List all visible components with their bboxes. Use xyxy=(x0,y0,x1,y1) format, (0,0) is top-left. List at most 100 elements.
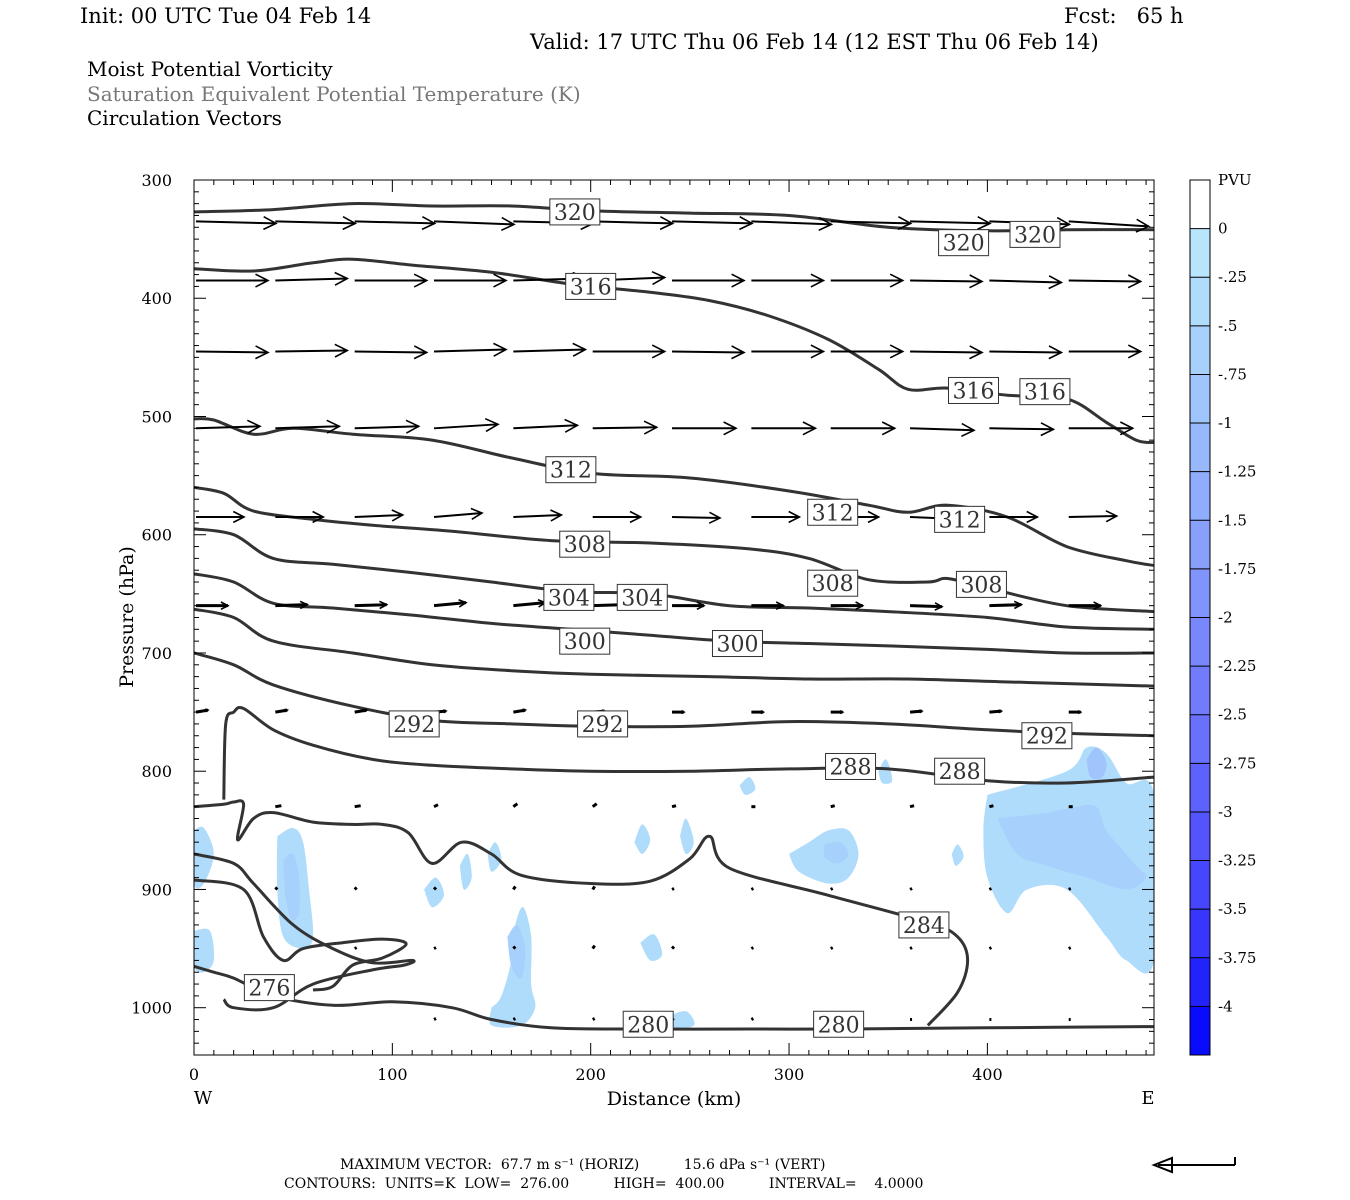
contour-label-text: 312 xyxy=(939,508,981,533)
y-tick-label: 600 xyxy=(141,526,172,545)
pv-area xyxy=(739,777,756,795)
circulation-vector xyxy=(910,345,984,360)
contour-label: 316 xyxy=(948,376,1000,404)
colorbar-label: -.25 xyxy=(1218,268,1247,286)
circulation-vector xyxy=(989,600,1024,610)
colorbar-swatch xyxy=(1190,423,1210,472)
contour-label-box xyxy=(938,229,990,257)
circulation-vector xyxy=(909,946,913,950)
colorbar-swatch xyxy=(1190,860,1210,910)
colorbar-label: -2.75 xyxy=(1218,754,1256,772)
colorbar-label: -1 xyxy=(1218,414,1233,432)
circulation-vector xyxy=(354,600,389,610)
field-title-vectors: Circulation Vectors xyxy=(87,106,282,130)
reference-vector-arrow xyxy=(1151,1156,1236,1174)
colorbar-swatch xyxy=(1190,374,1210,424)
contour-line xyxy=(194,607,1154,688)
circulation-vector xyxy=(672,273,746,288)
contour-label-text: 304 xyxy=(621,586,663,611)
circulation-vector xyxy=(672,215,754,231)
max-vector-note: MAXIMUM VECTOR: 67.7 m s⁻¹ (HORIZ) 15.6 … xyxy=(340,1157,826,1173)
circulation-vector xyxy=(1068,601,1103,611)
contour-label-text: 288 xyxy=(939,760,981,785)
contour-label-box xyxy=(807,569,859,597)
contour-label: 276 xyxy=(243,974,295,1002)
colorbar-swatch xyxy=(1190,325,1210,375)
y-tick-label: 800 xyxy=(141,762,172,781)
y-tick-label: 700 xyxy=(141,644,172,663)
west-label: W xyxy=(194,1088,213,1109)
circulation-vector xyxy=(353,886,358,891)
circulation-vector xyxy=(513,418,580,433)
circulation-vector xyxy=(512,945,517,950)
colorbar-label: -4 xyxy=(1218,997,1233,1015)
circulation-vector xyxy=(672,345,746,360)
contour-label: 320 xyxy=(549,198,601,226)
circulation-vector xyxy=(830,887,834,891)
contour-label-box xyxy=(616,583,668,611)
contour-label-box xyxy=(955,570,1007,598)
pv-area xyxy=(424,877,444,908)
circulation-vector xyxy=(196,273,270,288)
circulation-vector xyxy=(592,1017,596,1021)
circulation-vector xyxy=(830,804,836,809)
circulation-vector xyxy=(751,601,786,611)
contour-label-box xyxy=(807,498,859,526)
circulation-vector xyxy=(433,216,516,232)
circulation-vector xyxy=(275,804,282,809)
contour-label-text: 300 xyxy=(716,633,758,658)
circulation-vector xyxy=(670,945,676,950)
contour-label-box xyxy=(1021,722,1073,750)
x-axis-label: Distance (km) xyxy=(607,1088,742,1110)
circulation-vector xyxy=(750,946,755,950)
circulation-vector xyxy=(910,602,944,611)
contour-label-text: 308 xyxy=(960,573,1002,598)
circulation-vector xyxy=(433,342,508,357)
circulation-vector xyxy=(275,510,326,524)
colorbar-label: -3.75 xyxy=(1218,949,1256,967)
y-tick-label: 1000 xyxy=(131,999,172,1018)
contour-label-text: 312 xyxy=(550,459,592,484)
contour-label-text: 276 xyxy=(248,977,290,1002)
circulation-vector xyxy=(591,944,596,950)
contour-label: 308 xyxy=(955,570,1007,598)
circulation-vector xyxy=(751,344,826,359)
contour-label: 312 xyxy=(934,505,986,533)
circulation-vector xyxy=(830,273,905,288)
circulation-vector xyxy=(672,601,706,611)
colorbar-swatch xyxy=(1190,811,1210,861)
contour-label: 304 xyxy=(616,583,668,611)
contour-label-box xyxy=(549,198,601,226)
circulation-vector xyxy=(830,421,897,436)
circulation-vector xyxy=(672,421,738,436)
contour-label-text: 316 xyxy=(570,275,612,300)
contour-label-text: 284 xyxy=(903,914,945,939)
circulation-vector xyxy=(1068,887,1072,891)
pv-area xyxy=(997,804,1147,890)
contour-line xyxy=(222,705,1154,800)
pv-area xyxy=(789,828,859,884)
colorbar-label: -.5 xyxy=(1218,317,1237,335)
colorbar-label: -2 xyxy=(1218,609,1233,627)
contour-label-text: 280 xyxy=(818,1013,860,1038)
colorbar-label: -1.25 xyxy=(1218,463,1256,481)
contour-line xyxy=(194,852,416,1012)
circulation-vector xyxy=(989,804,994,809)
circulation-vector xyxy=(1068,709,1083,715)
contour-label-text: 316 xyxy=(953,379,995,404)
colorbar-label: 0 xyxy=(1218,220,1228,238)
circulation-vector xyxy=(512,802,519,808)
colorbar-swatch xyxy=(1190,714,1210,764)
circulation-vector xyxy=(513,509,564,522)
contour-label: 292 xyxy=(388,710,440,738)
contour-label-text: 304 xyxy=(548,586,590,611)
contour-label-text: 312 xyxy=(812,501,854,526)
circulation-vector xyxy=(592,215,675,231)
contour-label-box xyxy=(545,456,597,484)
circulation-vector xyxy=(1068,218,1151,233)
circulation-vector xyxy=(830,946,834,950)
contour-label-box xyxy=(948,376,1000,404)
circulation-vector xyxy=(591,802,598,808)
contour-label-box xyxy=(813,1010,865,1038)
circulation-vector xyxy=(196,601,230,611)
